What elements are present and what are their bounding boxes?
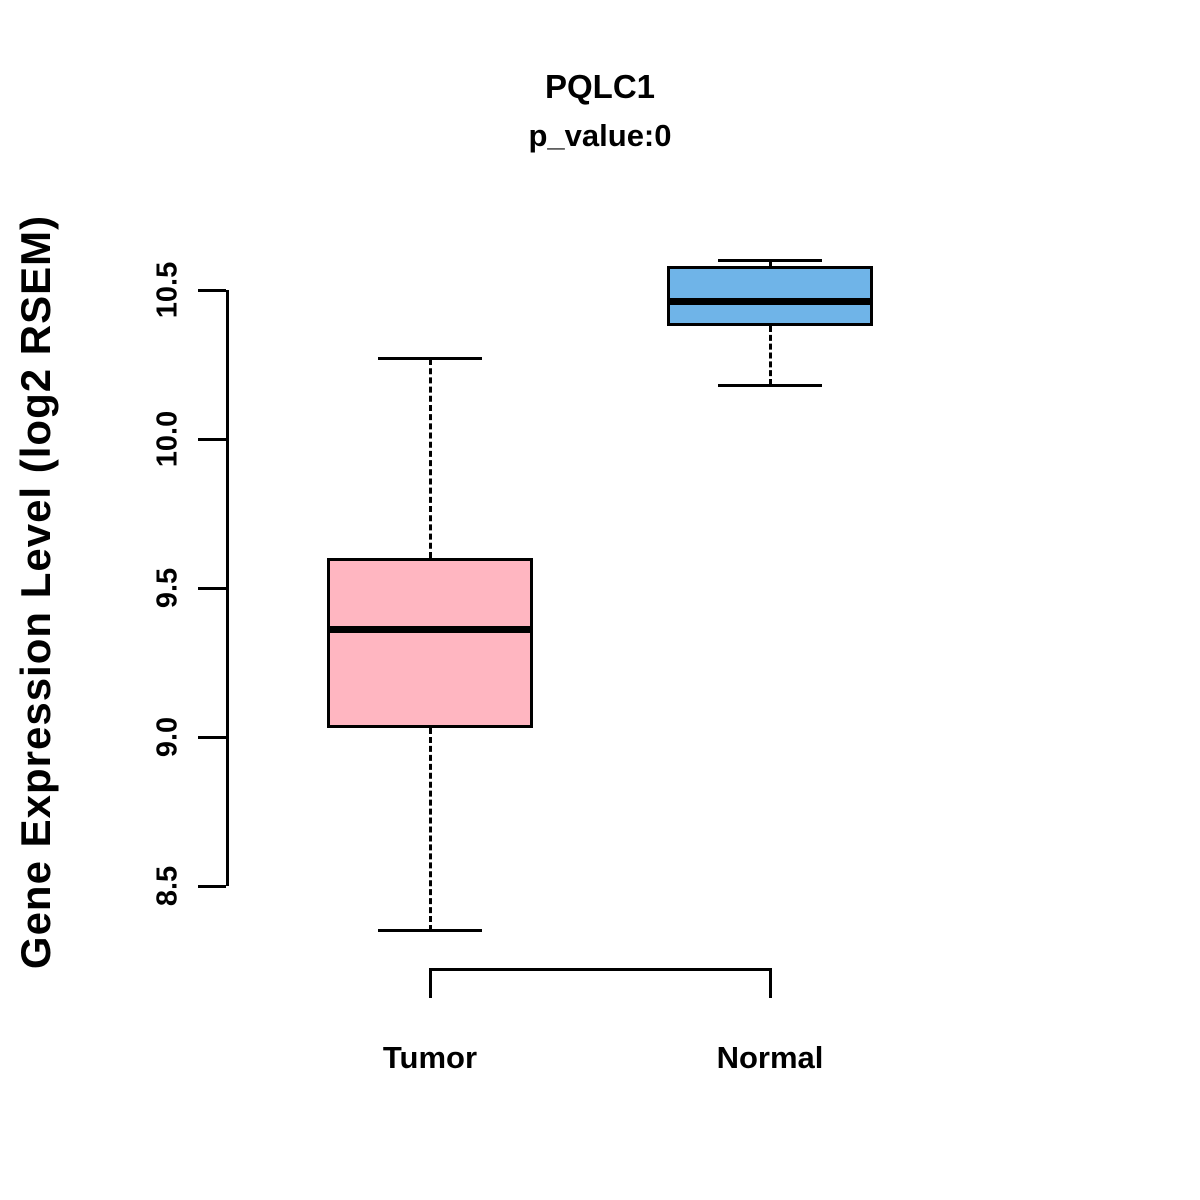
y-axis-tick (198, 586, 226, 590)
tumor-box (327, 558, 533, 729)
y-tick-label: 8.5 (151, 865, 184, 907)
lower-whisker-line (428, 728, 432, 931)
lower-whisker-line (768, 325, 772, 386)
y-axis-tick (198, 437, 226, 441)
chart-title: PQLC1 (544, 68, 656, 105)
upper-whisker-line (768, 260, 772, 267)
upper-whisker-line (428, 358, 432, 559)
normal-median-line (667, 298, 873, 306)
normal-box (667, 266, 873, 326)
y-axis-tick (198, 735, 226, 739)
x-axis-tick (768, 968, 772, 998)
x-axis-line (430, 968, 770, 971)
y-tick-label: 10.5 (151, 261, 184, 319)
y-axis-tick (198, 884, 226, 888)
y-axis-line (226, 290, 229, 886)
lower-whisker-cap (718, 383, 822, 387)
x-axis-tick (428, 968, 432, 998)
y-axis-tick (198, 288, 226, 292)
upper-whisker-cap (718, 258, 822, 262)
upper-whisker-cap (378, 357, 482, 361)
x-category-label-normal: Normal (716, 1040, 824, 1075)
y-tick-label: 9.5 (151, 567, 184, 609)
tumor-median-line (327, 626, 533, 634)
y-tick-label: 9.0 (151, 716, 184, 758)
x-category-label-tumor: Tumor (382, 1040, 478, 1075)
chart-subtitle: p_value:0 (528, 118, 672, 153)
lower-whisker-cap (378, 929, 482, 933)
y-axis-title: Gene Expression Level (log2 RSEM) (12, 214, 59, 970)
y-tick-label: 10.0 (151, 410, 184, 468)
